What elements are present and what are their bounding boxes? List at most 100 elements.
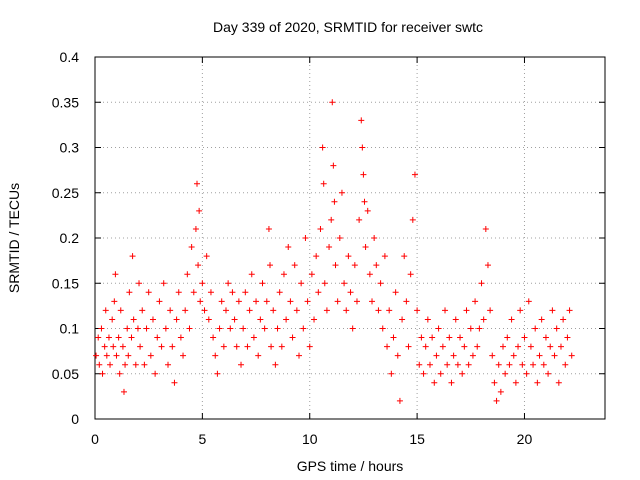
data-point bbox=[156, 298, 163, 305]
data-point bbox=[562, 361, 569, 368]
data-point bbox=[360, 171, 367, 178]
data-point bbox=[101, 343, 108, 350]
x-tick-label: 0 bbox=[91, 431, 99, 447]
data-point bbox=[287, 298, 294, 305]
data-point bbox=[553, 325, 560, 332]
data-point bbox=[381, 253, 388, 260]
data-point bbox=[401, 253, 408, 260]
data-point bbox=[384, 343, 391, 350]
data-point bbox=[132, 361, 139, 368]
data-point bbox=[502, 370, 509, 377]
data-point bbox=[103, 352, 110, 359]
data-point bbox=[306, 343, 313, 350]
data-point bbox=[474, 343, 481, 350]
data-point bbox=[510, 352, 517, 359]
data-point bbox=[171, 379, 178, 386]
data-point bbox=[362, 244, 369, 251]
data-point bbox=[379, 325, 386, 332]
y-tick-label: 0.25 bbox=[52, 185, 79, 201]
data-point bbox=[373, 262, 380, 269]
data-point bbox=[465, 361, 472, 368]
data-point bbox=[302, 235, 309, 241]
data-point bbox=[105, 334, 112, 341]
data-point bbox=[308, 271, 315, 278]
data-point bbox=[116, 370, 123, 377]
data-point bbox=[137, 343, 144, 350]
data-point bbox=[448, 379, 455, 386]
data-point bbox=[212, 352, 219, 359]
data-point bbox=[463, 307, 470, 314]
data-point bbox=[551, 352, 558, 359]
data-point bbox=[111, 298, 118, 305]
data-point bbox=[248, 271, 255, 278]
data-point bbox=[392, 289, 399, 296]
data-point bbox=[145, 289, 152, 296]
data-point bbox=[484, 262, 491, 269]
data-point bbox=[250, 334, 257, 341]
y-tick-label: 0.1 bbox=[60, 321, 80, 337]
data-point bbox=[102, 307, 109, 314]
data-point bbox=[386, 307, 393, 314]
data-point bbox=[540, 361, 547, 368]
data-point bbox=[476, 325, 483, 332]
data-point bbox=[557, 343, 564, 350]
data-point bbox=[240, 325, 247, 332]
data-point bbox=[120, 388, 127, 395]
data-point bbox=[261, 325, 268, 332]
data-point bbox=[298, 280, 305, 287]
data-point bbox=[205, 316, 212, 323]
data-point bbox=[136, 280, 143, 287]
data-point bbox=[257, 316, 264, 323]
data-point bbox=[491, 379, 498, 386]
y-tick-label: 0.15 bbox=[52, 275, 79, 291]
data-point bbox=[126, 289, 133, 296]
data-point bbox=[405, 343, 412, 350]
data-point bbox=[424, 316, 431, 323]
data-point bbox=[444, 361, 451, 368]
data-point bbox=[149, 316, 156, 323]
data-point bbox=[207, 289, 214, 296]
data-point bbox=[96, 361, 103, 368]
data-point bbox=[173, 316, 180, 323]
data-point bbox=[399, 316, 406, 323]
y-tick-label: 0.4 bbox=[60, 49, 80, 65]
data-point bbox=[315, 289, 322, 296]
y-tick-label: 0 bbox=[71, 411, 79, 427]
data-point bbox=[347, 289, 354, 296]
data-point bbox=[512, 379, 519, 386]
data-point bbox=[358, 117, 365, 124]
data-point bbox=[359, 144, 366, 151]
data-point bbox=[107, 361, 114, 368]
data-point bbox=[147, 352, 154, 359]
data-point bbox=[467, 325, 474, 332]
data-point bbox=[388, 370, 395, 377]
data-point bbox=[182, 307, 189, 314]
data-point bbox=[500, 343, 506, 350]
data-point bbox=[186, 325, 193, 332]
data-point bbox=[253, 298, 260, 305]
data-point bbox=[545, 370, 552, 377]
data-point bbox=[196, 207, 203, 214]
data-point bbox=[233, 343, 240, 350]
data-point bbox=[345, 253, 352, 260]
data-point bbox=[195, 262, 202, 269]
data-point bbox=[317, 225, 324, 232]
data-point bbox=[177, 334, 184, 341]
data-point bbox=[461, 343, 468, 350]
data-point bbox=[349, 325, 356, 332]
data-point bbox=[469, 352, 476, 359]
data-point bbox=[356, 216, 363, 223]
x-tick-label: 20 bbox=[517, 431, 533, 447]
data-point bbox=[110, 343, 117, 350]
data-point bbox=[304, 298, 311, 305]
data-point bbox=[538, 316, 545, 323]
data-point bbox=[377, 280, 384, 287]
data-point bbox=[98, 325, 105, 332]
data-point bbox=[508, 316, 515, 323]
x-axis-label: GPS time / hours bbox=[297, 458, 404, 474]
data-point bbox=[285, 244, 292, 251]
data-point bbox=[457, 334, 464, 341]
data-point bbox=[411, 171, 418, 178]
data-point bbox=[190, 289, 197, 296]
data-point bbox=[480, 316, 487, 323]
